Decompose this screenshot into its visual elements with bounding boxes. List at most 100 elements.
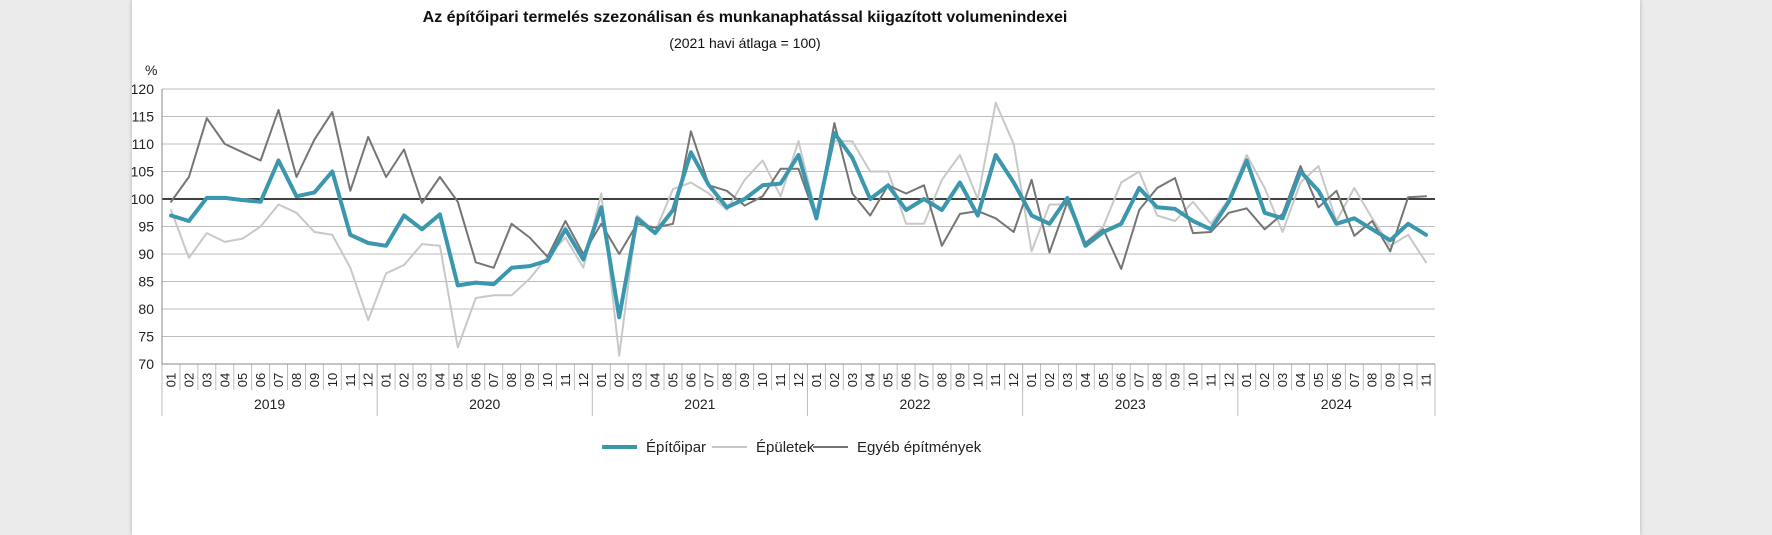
- y-tick-label: 95: [138, 219, 154, 235]
- x-tick-label: 11: [1203, 373, 1218, 387]
- x-tick-label: 02: [1042, 373, 1057, 387]
- x-tick-label: 04: [648, 373, 663, 387]
- x-tick-label: 11: [1419, 373, 1434, 387]
- x-tick-label: 03: [1060, 373, 1075, 387]
- x-tick-label: 01: [379, 373, 394, 387]
- x-tick-label: 08: [934, 373, 949, 387]
- x-tick-label: 01: [163, 373, 178, 387]
- chart-panel: Az építőipari termelés szezonálisan és m…: [132, 0, 1640, 535]
- y-tick-label: 75: [138, 329, 154, 345]
- x-tick-label: 09: [1168, 373, 1183, 387]
- x-tick-label: 08: [504, 373, 519, 387]
- x-tick-label: 09: [952, 373, 967, 387]
- x-tick-label: 10: [1401, 373, 1416, 387]
- x-tick-label: 03: [414, 373, 429, 387]
- x-tick-label: 07: [917, 373, 932, 387]
- x-tick-label: 10: [1185, 373, 1200, 387]
- x-tick-label: 10: [755, 373, 770, 387]
- y-tick-label: 90: [138, 246, 154, 262]
- x-tick-label: 11: [343, 373, 358, 387]
- chart-subtitle: (2021 havi átlaga = 100): [669, 35, 820, 51]
- year-label: 2019: [254, 396, 285, 412]
- x-tick-label: 05: [1096, 373, 1111, 387]
- x-tick-label: 03: [1275, 373, 1290, 387]
- x-tick-label: 09: [1383, 373, 1398, 387]
- series-line-0: [169, 131, 1428, 320]
- x-tick-label: 05: [665, 373, 680, 387]
- x-tick-label: 10: [325, 373, 340, 387]
- x-tick-label: 06: [899, 373, 914, 387]
- x-tick-label: 09: [522, 373, 537, 387]
- year-label: 2023: [1115, 396, 1146, 412]
- x-tick-label: 03: [630, 373, 645, 387]
- y-axis-label: %: [145, 62, 157, 78]
- y-tick-label: 85: [138, 274, 154, 290]
- x-tick-label: 07: [1347, 373, 1362, 387]
- year-label: 2020: [469, 396, 500, 412]
- x-tick-label: 03: [845, 373, 860, 387]
- x-tick-label: 08: [1365, 373, 1380, 387]
- x-tick-label: 11: [773, 373, 788, 387]
- x-tick-label: 11: [988, 373, 1003, 387]
- grid: [162, 88, 1435, 365]
- series-line-1: [170, 101, 1427, 357]
- year-label: 2024: [1321, 396, 1352, 412]
- x-tick-label: 08: [719, 373, 734, 387]
- x-tick-label: 06: [1114, 373, 1129, 387]
- x-tick-label: 04: [1293, 373, 1308, 387]
- x-tick-label: 02: [397, 373, 412, 387]
- year-label: 2021: [684, 396, 715, 412]
- x-tick-label: 09: [307, 373, 322, 387]
- x-tick-label: 04: [217, 373, 232, 387]
- x-tick-label: 05: [450, 373, 465, 387]
- x-tick-label: 06: [683, 373, 698, 387]
- x-tick-label: 10: [970, 373, 985, 387]
- x-tick-label: 08: [1150, 373, 1165, 387]
- x-tick-label: 04: [432, 373, 447, 387]
- y-tick-label: 120: [132, 81, 154, 97]
- x-tick-label: 06: [468, 373, 483, 387]
- y-tick-label: 80: [138, 301, 154, 317]
- x-tick-label: 01: [809, 373, 824, 387]
- legend-label-0: Építőipar: [646, 439, 706, 456]
- legend-label-1: Épületek: [756, 439, 815, 456]
- x-tick-label: 03: [199, 373, 214, 387]
- x-tick-label: 09: [737, 373, 752, 387]
- y-tick-label: 110: [132, 136, 154, 152]
- x-tick-label: 04: [863, 373, 878, 387]
- legend: Építőipar Épületek Egyéb építmények: [602, 439, 982, 456]
- x-tick-label: 06: [253, 373, 268, 387]
- x-tick-label: 07: [271, 373, 286, 387]
- line-chart: Az építőipari termelés szezonálisan és m…: [132, 9, 1436, 456]
- x-tick-label: 05: [1311, 373, 1326, 387]
- x-tick-label: 07: [486, 373, 501, 387]
- chart-title: Az építőipari termelés szezonálisan és m…: [423, 9, 1068, 26]
- x-tick-label: 07: [1132, 373, 1147, 387]
- year-label: 2022: [899, 396, 930, 412]
- x-tick-label: 02: [827, 373, 842, 387]
- legend-label-2: Egyéb építmények: [857, 439, 982, 456]
- x-tick-label: 11: [558, 373, 573, 387]
- x-tick-label: 12: [791, 373, 806, 387]
- y-tick-label: 105: [132, 164, 154, 180]
- x-tick-label: 01: [1024, 373, 1039, 387]
- x-tick-label: 02: [612, 373, 627, 387]
- x-tick-label: 01: [1239, 373, 1254, 387]
- series-line-2: [170, 108, 1427, 270]
- x-tick-label: 04: [1078, 373, 1093, 387]
- x-tick-label: 02: [1257, 373, 1272, 387]
- x-tick-label: 05: [235, 373, 250, 387]
- series-lines: [169, 101, 1428, 357]
- x-tick-label: 07: [701, 373, 716, 387]
- x-tick-label: 06: [1329, 373, 1344, 387]
- x-tick-label: 05: [881, 373, 896, 387]
- x-tick-label: 12: [576, 373, 591, 387]
- y-tick-label: 115: [132, 109, 154, 125]
- x-tick-label: 08: [289, 373, 304, 387]
- x-tick-label: 12: [1221, 373, 1236, 387]
- x-tick-label: 12: [1006, 373, 1021, 387]
- x-tick-label: 10: [540, 373, 555, 387]
- x-tick-label: 02: [181, 373, 196, 387]
- y-tick-label: 100: [132, 191, 154, 207]
